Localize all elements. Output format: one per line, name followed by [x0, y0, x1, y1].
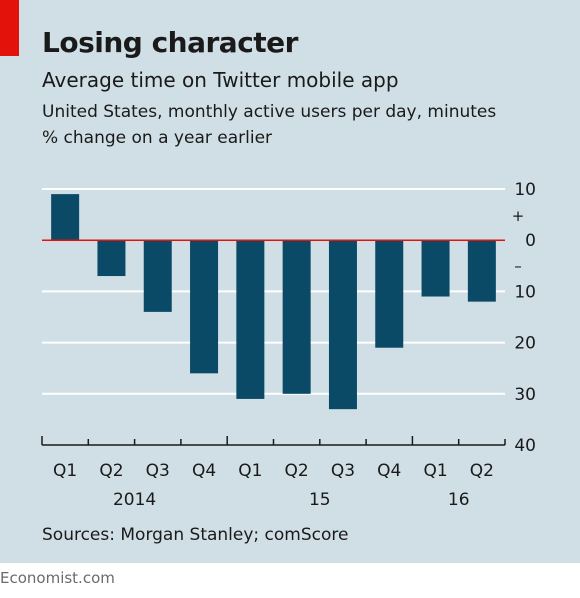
x-tick-label: Q3: [146, 461, 170, 481]
x-year-label: 15: [309, 490, 331, 510]
x-tick-label: Q4: [192, 461, 216, 481]
chart-caption-units: United States, monthly active users per …: [42, 102, 497, 122]
x-year-label: 16: [448, 490, 470, 510]
bar: [236, 240, 265, 399]
x-tick-label: Q2: [99, 461, 123, 481]
source-note: Sources: Morgan Stanley; comScore: [42, 525, 349, 545]
x-tick-label: Q2: [285, 461, 309, 481]
x-tick-label: Q4: [377, 461, 401, 481]
x-tick-label: Q1: [238, 461, 262, 481]
bar: [375, 240, 404, 348]
bar: [467, 240, 496, 302]
bar-chart: 10 0 10 20 30 40 + – Q1 Q2 Q3 Q4 Q1 Q2 Q3 Q4 Q1 Q2 2014 15 1…: [41, 180, 536, 510]
x-year-label: 2014: [113, 490, 156, 510]
y-tick-label: 30: [514, 385, 536, 405]
bar: [282, 240, 311, 394]
bar: [143, 240, 172, 312]
y-tick-label: 10: [514, 180, 536, 200]
brand-tag: [0, 0, 19, 56]
chart-caption-measure: % change on a year earlier: [42, 128, 273, 148]
x-tick-label: Q1: [423, 461, 447, 481]
bar: [328, 240, 357, 410]
x-tick-label: Q3: [331, 461, 355, 481]
x-tick-label: Q1: [53, 461, 77, 481]
y-tick-label: 20: [514, 334, 536, 354]
bar: [97, 240, 126, 277]
y-sign-plus: +: [512, 207, 525, 225]
y-tick-label: 0: [525, 231, 536, 251]
bar: [190, 240, 219, 374]
bar: [51, 194, 80, 241]
footer-credit: Economist.com: [0, 569, 115, 587]
x-tick-label: Q2: [470, 461, 494, 481]
y-tick-label: 40: [514, 436, 536, 456]
y-tick-label: 10: [514, 282, 536, 302]
chart-subtitle: Average time on Twitter mobile app: [42, 68, 399, 92]
chart-title: Losing character: [42, 26, 298, 59]
bar: [421, 240, 450, 297]
y-sign-minus: –: [514, 257, 522, 275]
